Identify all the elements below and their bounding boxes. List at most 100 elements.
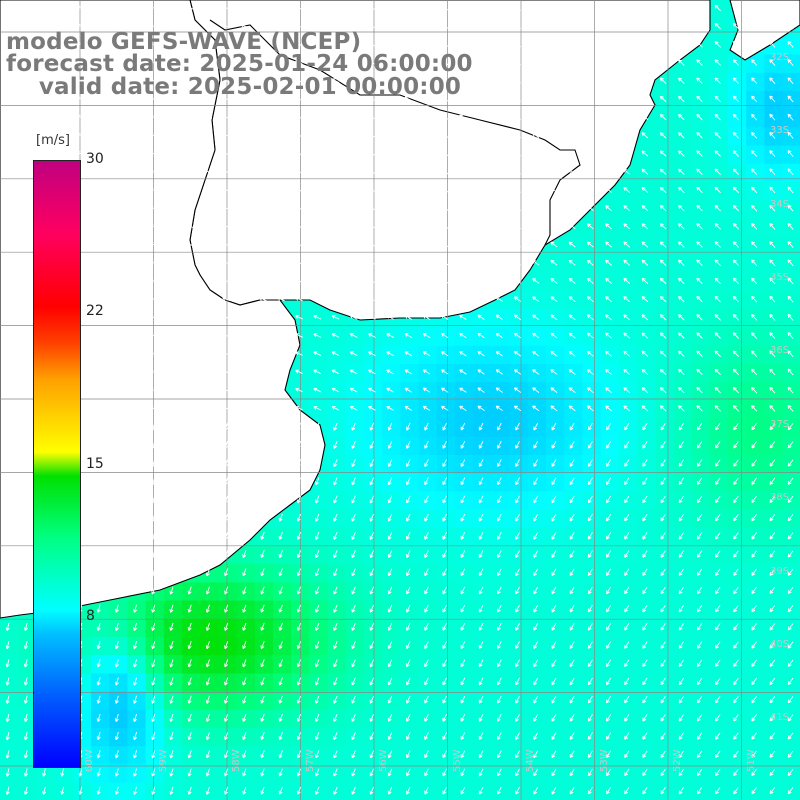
speed-cell — [655, 455, 674, 474]
speed-cell — [345, 618, 365, 638]
wind-arrow — [550, 387, 558, 394]
wind-arrow — [769, 40, 776, 48]
speed-cell — [182, 764, 201, 784]
wind-arrow — [169, 786, 174, 795]
wind-arrow — [550, 114, 558, 121]
wind-arrow — [497, 659, 502, 668]
speed-cell — [673, 436, 693, 456]
wind-arrow — [151, 422, 156, 431]
speed-cell — [364, 637, 383, 656]
wind-arrow — [478, 441, 484, 449]
wind-arrow — [21, 224, 31, 229]
wind-arrow — [313, 278, 322, 284]
wind-arrow — [424, 532, 429, 540]
wind-arrow — [751, 59, 758, 66]
wind-arrow — [532, 168, 540, 175]
wind-arrow — [715, 550, 721, 558]
wind-arrow — [351, 440, 356, 449]
wind-arrow — [422, 41, 431, 47]
wind-arrow — [532, 314, 540, 321]
speed-cell — [709, 491, 729, 511]
speed-cell — [436, 673, 456, 693]
wind-arrow — [94, 114, 103, 119]
wind-arrow — [258, 406, 267, 411]
wind-arrow — [715, 623, 721, 631]
wind-arrow — [497, 604, 502, 613]
wind-arrow — [94, 133, 103, 138]
wind-arrow — [769, 586, 776, 595]
wind-arrow — [167, 151, 176, 156]
speed-cell — [509, 455, 529, 474]
wind-arrow — [551, 441, 557, 449]
wind-arrow — [406, 641, 411, 649]
wind-arrow — [569, 477, 575, 486]
wind-arrow — [94, 242, 103, 247]
wind-arrow — [642, 604, 648, 613]
wind-arrow — [678, 186, 685, 194]
wind-arrow — [660, 495, 666, 504]
wind-arrow — [369, 459, 375, 468]
wind-arrow — [404, 369, 413, 375]
wind-arrow — [587, 768, 593, 777]
speed-cell — [436, 618, 456, 638]
wind-arrow — [696, 787, 703, 795]
speed-cell — [655, 491, 674, 511]
wind-arrow — [714, 4, 721, 12]
wind-arrow — [368, 114, 376, 120]
speed-cell — [564, 546, 583, 565]
wind-arrow — [587, 477, 593, 486]
wind-arrow — [242, 440, 247, 449]
wind-arrow — [242, 786, 247, 795]
wind-arrow — [114, 550, 119, 559]
forecast-date: forecast date: 2025-01-24 06:00:00 — [6, 51, 473, 77]
wind-arrow — [678, 241, 685, 248]
wind-arrow — [422, 132, 431, 138]
wind-arrow — [295, 296, 304, 302]
wind-arrow — [642, 695, 648, 704]
wind-arrow — [149, 224, 158, 229]
wind-arrow — [568, 187, 576, 193]
wind-arrow — [678, 277, 685, 285]
wind-arrow — [678, 59, 685, 66]
wind-arrow — [76, 133, 85, 138]
wind-arrow — [751, 423, 757, 431]
wind-arrow — [550, 350, 558, 357]
speed-cell — [345, 600, 365, 620]
wind-arrow — [568, 41, 576, 48]
wind-arrow — [315, 513, 320, 522]
wind-arrow — [114, 440, 119, 449]
wind-arrow — [678, 659, 684, 667]
wind-arrow — [495, 387, 503, 393]
speed-cell — [18, 782, 37, 800]
wind-arrow — [769, 22, 776, 30]
wind-arrow — [641, 114, 649, 121]
wind-arrow — [441, 278, 449, 284]
wind-arrow — [533, 714, 539, 722]
wind-arrow — [187, 659, 192, 668]
wind-arrow — [204, 205, 213, 211]
wind-arrow — [732, 405, 740, 412]
wind-arrow — [187, 786, 192, 795]
wind-arrow — [769, 295, 776, 303]
wind-arrow — [258, 205, 267, 211]
wind-arrow — [605, 332, 612, 339]
wind-arrow — [260, 422, 265, 431]
wind-arrow — [769, 514, 776, 522]
speed-cell — [145, 728, 165, 747]
wind-arrow — [424, 641, 429, 649]
wind-arrow — [660, 714, 666, 722]
speed-cell — [691, 691, 711, 711]
wind-arrow — [624, 459, 630, 467]
wind-arrow — [751, 132, 758, 139]
wind-arrow — [624, 677, 630, 686]
wind-arrow — [715, 677, 721, 686]
wind-arrow — [278, 568, 283, 577]
wind-arrow — [114, 604, 119, 613]
wind-arrow — [5, 732, 10, 741]
speed-cell — [546, 655, 565, 674]
wind-arrow — [478, 732, 484, 740]
wind-arrow — [568, 350, 576, 357]
wind-arrow — [660, 513, 666, 522]
speed-cell — [163, 655, 183, 674]
wind-arrow — [369, 422, 375, 431]
